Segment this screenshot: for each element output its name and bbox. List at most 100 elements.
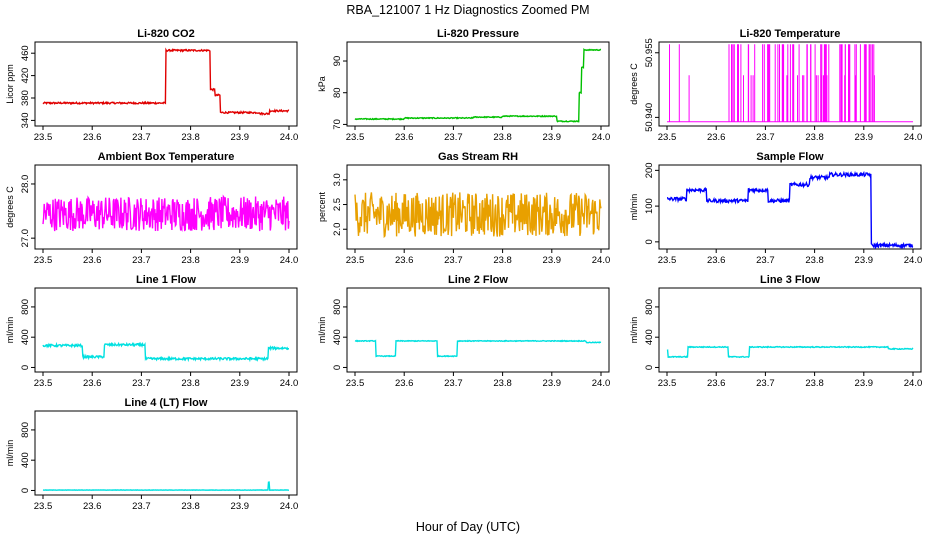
series-line [42, 481, 289, 491]
y-tick-label: 0 [20, 488, 31, 493]
y-tick-label: 400 [644, 329, 655, 345]
y-tick-label: 800 [20, 422, 31, 438]
panel-title: Gas Stream RH [438, 151, 518, 163]
x-tick-label: 23.6 [83, 255, 102, 266]
y-axis-label: ml/min [5, 440, 15, 467]
series-line [42, 341, 289, 363]
x-tick-label: 23.5 [346, 255, 365, 266]
x-tick-label: 23.9 [855, 255, 874, 266]
x-tick-label: 23.9 [231, 255, 250, 266]
plot-frame [658, 41, 922, 127]
x-tick-label: 23.6 [395, 255, 414, 266]
y-tick-label: 200 [644, 162, 655, 178]
x-tick-label: 23.7 [132, 132, 151, 143]
y-tick-label: 800 [20, 299, 31, 315]
x-tick-label: 23.7 [444, 132, 463, 143]
panel-4: Ambient Box Temperature 23.5 23.6 23.7 23.8 2… [5, 151, 298, 266]
series-line [666, 170, 914, 249]
panel-title: Li-820 Pressure [437, 28, 519, 40]
y-tick-label: 420 [20, 68, 31, 84]
y-tick-label: 50.955 [644, 38, 655, 67]
panel-1: Li-820 CO2 23.5 23.6 23.7 23.8 23.9 24.0 340 380… [5, 28, 298, 143]
x-tick-label: 23.8 [181, 378, 200, 389]
panel-title: Line 2 Flow [448, 274, 508, 286]
series-line [354, 192, 602, 239]
y-axis-label: Licor ppm [5, 64, 15, 104]
y-tick-label: 90 [332, 56, 343, 67]
x-tick-label: 24.0 [904, 132, 923, 143]
x-tick-label: 23.6 [83, 132, 102, 143]
x-tick-label: 23.8 [181, 501, 200, 512]
x-tick-label: 23.7 [132, 378, 151, 389]
series-line [354, 339, 602, 358]
x-tick-label: 23.6 [707, 132, 726, 143]
x-tick-label: 23.5 [34, 501, 53, 512]
y-tick-label: 400 [332, 329, 343, 345]
x-tick-label: 24.0 [592, 132, 611, 143]
x-tick-label: 23.8 [181, 255, 200, 266]
x-tick-label: 23.5 [346, 378, 365, 389]
x-tick-label: 23.8 [805, 255, 824, 266]
y-axis-label: degrees C [629, 63, 639, 105]
x-tick-label: 24.0 [280, 501, 299, 512]
x-tick-label: 23.8 [805, 132, 824, 143]
plot-frame [346, 41, 610, 127]
x-tick-label: 23.7 [132, 501, 151, 512]
plot-frame [346, 287, 610, 373]
panel-8: Line 2 Flow 23.5 23.6 23.7 23.8 23.9 24.0 0 400 8… [317, 274, 610, 389]
y-tick-label: 380 [20, 90, 31, 106]
y-tick-label: 2.0 [332, 223, 343, 236]
y-axis-label: degrees C [5, 186, 15, 228]
panel-grid: Li-820 CO2 23.5 23.6 23.7 23.8 23.9 24.0 340 380… [5, 28, 922, 512]
x-tick-label: 24.0 [280, 132, 299, 143]
y-tick-label: 3.0 [332, 173, 343, 186]
panel-title: Line 1 Flow [136, 274, 196, 286]
x-tick-label: 23.8 [181, 132, 200, 143]
x-tick-label: 23.7 [444, 255, 463, 266]
x-tick-label: 23.9 [231, 132, 250, 143]
y-tick-label: 100 [644, 198, 655, 214]
x-tick-label: 23.5 [658, 255, 677, 266]
y-tick-label: 800 [644, 299, 655, 315]
panel-7: Line 1 Flow 23.5 23.6 23.7 23.8 23.9 24.0 0 400 8… [5, 274, 298, 389]
plot-frame [346, 164, 610, 250]
x-tick-label: 23.6 [83, 501, 102, 512]
plot-frame [658, 164, 922, 250]
x-tick-label: 23.5 [34, 132, 53, 143]
y-tick-label: 460 [20, 45, 31, 61]
x-tick-label: 23.7 [756, 132, 775, 143]
x-tick-label: 23.9 [543, 132, 562, 143]
series-line [667, 44, 913, 123]
x-tick-label: 24.0 [592, 255, 611, 266]
series-line [666, 345, 914, 359]
y-tick-label: 0 [644, 365, 655, 370]
y-tick-label: 80 [332, 87, 343, 98]
x-tick-label: 23.5 [34, 378, 53, 389]
y-axis-label: percent [317, 191, 327, 222]
panel-9: Line 3 Flow 23.5 23.6 23.7 23.8 23.9 24.0 0 400 8… [629, 274, 922, 389]
x-tick-label: 23.6 [395, 132, 414, 143]
y-tick-label: 400 [20, 329, 31, 345]
x-tick-label: 23.9 [855, 378, 874, 389]
x-tick-label: 23.6 [707, 255, 726, 266]
panel-title: Li-820 CO2 [137, 28, 194, 40]
x-tick-label: 23.5 [346, 132, 365, 143]
x-tick-label: 24.0 [280, 255, 299, 266]
plot-frame [34, 287, 298, 373]
x-tick-label: 23.7 [444, 378, 463, 389]
y-axis-label: ml/min [5, 317, 15, 344]
y-tick-label: 800 [332, 299, 343, 315]
panel-title: Sample Flow [756, 151, 824, 163]
x-tick-label: 23.8 [493, 378, 512, 389]
y-tick-label: 50.940 [644, 103, 655, 132]
y-tick-label: 0 [644, 239, 655, 244]
series-line [42, 194, 290, 232]
y-tick-label: 0 [332, 365, 343, 370]
plot-frame [34, 41, 298, 127]
plot-frame [34, 164, 298, 250]
y-axis-label: ml/min [317, 317, 327, 344]
x-tick-label: 23.5 [658, 378, 677, 389]
panel-6: Sample Flow 23.5 23.6 23.7 23.8 23.9 24.0 0 100 2… [629, 151, 922, 266]
x-tick-label: 23.7 [132, 255, 151, 266]
